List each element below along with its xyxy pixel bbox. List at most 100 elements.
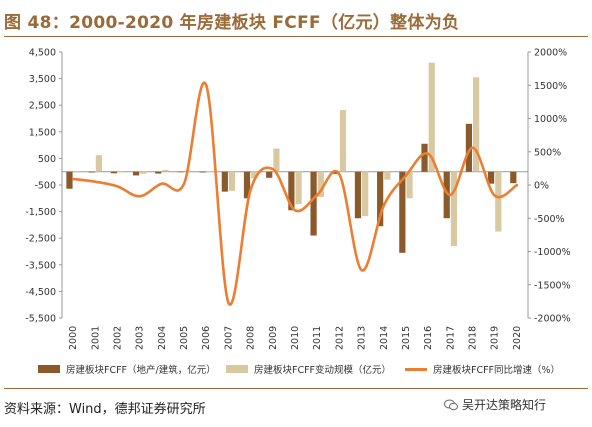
bar-change	[317, 171, 324, 197]
x-tick-label: 2014	[379, 326, 390, 350]
bar-fcff	[221, 171, 228, 192]
legend-swatch-fcff	[38, 365, 60, 373]
bar-fcff	[110, 171, 117, 174]
x-tick-label: 2006	[201, 326, 212, 350]
bar-change	[362, 171, 369, 217]
x-tick-label: 2007	[223, 326, 234, 350]
x-tick-label: 2003	[135, 326, 146, 350]
bar-change	[406, 171, 413, 199]
bar-change	[95, 155, 102, 172]
bar-change	[450, 171, 458, 247]
bar-fcff	[155, 171, 162, 174]
legend-label-fcff: 房建板块FCFF（地产/建筑，亿元）	[66, 365, 216, 376]
watermark: 吴开达策略知行	[444, 396, 546, 413]
bar-fcff	[332, 171, 339, 174]
x-tick-label: 2001	[90, 326, 101, 350]
wechat-icon	[444, 399, 458, 410]
bar-change	[117, 171, 125, 173]
bar-fcff	[66, 171, 73, 189]
bar-change	[162, 169, 169, 172]
bar-fcff	[488, 171, 495, 184]
y-right-tick-label: 0%	[534, 181, 549, 192]
source-rule	[4, 388, 588, 389]
watermark-text: 吴开达策略知行	[462, 398, 547, 412]
y-left-tick-label: 3,500	[29, 74, 56, 85]
bar-fcff	[443, 171, 450, 219]
figure-title: 图 48：2000-2020 年房建板块 FCFF（亿元）整体为负	[4, 13, 460, 33]
legend-label-change: 房建板块FCFF变动规模（亿元）	[254, 365, 392, 376]
legend-item-yoy: 房建板块FCFF同比增速（%）	[405, 362, 560, 376]
chart: 4,500 3,500 2,500 1,500 500 -500 -1,500 -2,500 -…	[25, 48, 571, 351]
bar-change	[251, 171, 258, 179]
line-yoy	[71, 81, 519, 306]
x-tick-label: 2015	[401, 326, 412, 350]
bar-change	[206, 171, 213, 173]
x-tick-label: 2010	[290, 326, 301, 350]
x-tick-label: 2020	[512, 326, 523, 350]
x-tick-label: 2009	[268, 326, 279, 350]
bar-fcff	[421, 143, 428, 172]
bar-fcff	[88, 171, 95, 173]
y-right-tick-label: -2000%	[534, 314, 571, 325]
x-tick-label: 2011	[312, 326, 323, 350]
bar-fcff	[465, 123, 473, 172]
x-tick-label: 2018	[468, 326, 479, 350]
bar-change	[140, 171, 147, 174]
bar-change	[473, 77, 480, 172]
bar-fcff	[243, 171, 251, 199]
y-left-tick-label: 2,500	[29, 101, 56, 112]
source-note: 资料来源：Wind，德邦证券研究所	[4, 402, 206, 417]
x-tick-label: 2019	[490, 326, 501, 350]
y-left-tick-label: -5,500	[25, 314, 56, 325]
bar-fcff	[288, 171, 295, 211]
y-right-tick-label: 2000%	[534, 48, 567, 59]
y-left-tick-label: 1,500	[29, 127, 56, 138]
bar-change	[428, 62, 435, 172]
x-tick-label: 2005	[179, 326, 190, 350]
y-right-tick-label: 1500%	[534, 81, 567, 92]
x-tick-label: 2008	[246, 326, 257, 350]
bar-change	[228, 171, 236, 191]
y-left-tick-label: -3,500	[25, 260, 56, 271]
bar-fcff	[199, 171, 206, 173]
x-tick-label: 2004	[157, 326, 168, 350]
legend-swatch-change	[226, 365, 248, 373]
bar-fcff	[266, 171, 273, 178]
x-tick-label: 2002	[112, 326, 123, 350]
bar-change	[495, 171, 502, 232]
legend-item-fcff: 房建板块FCFF（地产/建筑，亿元）	[38, 362, 216, 376]
bar-fcff	[132, 171, 140, 176]
legend-swatch-yoy	[405, 367, 427, 371]
bar-fcff	[310, 171, 317, 236]
bar-fcff	[354, 171, 362, 219]
y-right-tick-label: -500%	[534, 214, 565, 225]
bar-change	[517, 171, 524, 172]
bar-fcff	[177, 171, 184, 173]
y-right-tick-label: -1000%	[534, 247, 571, 258]
y-left-tick-label: -2,500	[25, 234, 56, 245]
y-left-tick-label: -1,500	[25, 207, 56, 218]
x-tick-label: 2013	[357, 326, 368, 350]
y-right-tick-label: -1500%	[534, 280, 571, 291]
x-tick-label: 2012	[334, 326, 345, 350]
legend: 房建板块FCFF（地产/建筑，亿元） 房建板块FCFF变动规模（亿元） 房建板块…	[0, 360, 592, 380]
bar-change	[295, 171, 302, 205]
legend-item-change: 房建板块FCFF变动规模（亿元）	[226, 362, 391, 376]
legend-label-yoy: 房建板块FCFF同比增速（%）	[433, 365, 561, 376]
y-left-tick-label: -4,500	[25, 287, 56, 298]
bar-change	[339, 109, 347, 172]
y-left-tick-label: -500	[34, 181, 56, 192]
bar-fcff	[510, 171, 517, 184]
bar-change	[73, 171, 80, 173]
bar-fcff	[377, 171, 384, 227]
x-tick-label: 2017	[445, 326, 456, 350]
bar-change	[384, 171, 391, 180]
x-tick-label: 2016	[423, 326, 434, 350]
bar-change	[273, 148, 280, 172]
y-left-tick-label: 500	[38, 154, 56, 165]
y-right-tick-label: 1000%	[534, 114, 567, 125]
bar-fcff	[399, 171, 406, 253]
x-tick-label: 2000	[68, 326, 79, 350]
y-right-tick-label: 500%	[534, 147, 561, 158]
y-left-tick-label: 4,500	[29, 48, 56, 59]
